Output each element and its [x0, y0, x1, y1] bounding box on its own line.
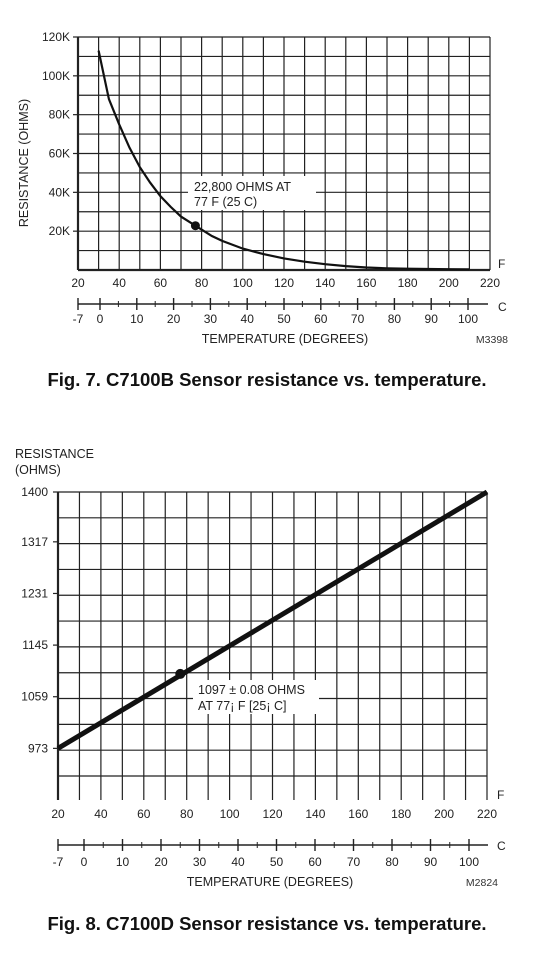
chart-1-marker-point: [190, 221, 200, 231]
y-tick-label: 1145: [22, 638, 48, 652]
chart-1-x-ticks: 20 40 60 80 100 120 140 160 180 200 220: [71, 276, 500, 290]
x-tick-label: 140: [315, 276, 335, 290]
x-tick-label: 60: [137, 807, 151, 821]
y-tick-label: 1059: [21, 690, 48, 704]
x-tick-label: 200: [434, 807, 454, 821]
y-tick-label: 120K: [42, 30, 70, 44]
celsius-tick-label: 40: [231, 855, 245, 869]
x-tick-label: 100: [233, 276, 253, 290]
y-tick-label: 1317: [21, 535, 48, 549]
x-tick-label: 40: [113, 276, 127, 290]
chart-2-annotation-line-1: 1097 ± 0.08 OHMS: [198, 683, 305, 697]
celsius-tick-label: 50: [270, 855, 284, 869]
x-tick-label: 20: [51, 807, 65, 821]
chart-2-x-axis-title: TEMPERATURE (DEGREES): [187, 875, 353, 889]
celsius-tick-label: 30: [204, 312, 218, 326]
celsius-tick-label: 50: [277, 312, 291, 326]
chart-2-grid: [56, 491, 488, 800]
celsius-tick-label: 90: [424, 855, 438, 869]
chart-1-x-axis-title: TEMPERATURE (DEGREES): [202, 332, 368, 346]
chart-2-f-unit-label: F: [497, 788, 504, 802]
chart-2-y-axis-title-line-2: (OHMS): [15, 463, 61, 477]
y-tick-label: 60K: [49, 147, 70, 161]
celsius-tick-label: 0: [97, 312, 104, 326]
y-tick-label: 1400: [21, 485, 48, 499]
celsius-tick-label: 80: [388, 312, 402, 326]
y-tick-label: 40K: [49, 185, 70, 199]
x-tick-label: 200: [439, 276, 459, 290]
chart-2-marker-point: [175, 668, 186, 679]
chart-1-c-axis: -7 0 10 20 30 40 50 60 70 80 90 100: [73, 298, 488, 326]
chart-2-c-unit-label: C: [497, 839, 506, 853]
x-tick-label: 180: [398, 276, 418, 290]
chart-1-grid: [76, 36, 491, 272]
celsius-tick-label: 60: [314, 312, 328, 326]
celsius-tick-label: 70: [347, 855, 361, 869]
chart-1-f-unit-label: F: [498, 257, 505, 271]
celsius-tick-label: -7: [53, 855, 64, 869]
x-tick-label: 120: [274, 276, 294, 290]
chart-1-figure-code: M3398: [476, 334, 508, 346]
chart-1-annotation-line-2: 77 F (25 C): [194, 195, 257, 209]
chart-1-y-ticks: 20K 40K 60K 80K 100K 120K: [42, 30, 78, 238]
x-tick-label: 100: [220, 807, 240, 821]
chart-2-annotation-box: [193, 680, 319, 714]
celsius-tick-label: 20: [154, 855, 168, 869]
celsius-tick-label: -7: [73, 312, 84, 326]
celsius-tick-label: 60: [308, 855, 322, 869]
x-tick-label: 40: [94, 807, 108, 821]
celsius-tick-label: 70: [351, 312, 365, 326]
celsius-tick-label: 40: [241, 312, 255, 326]
x-tick-label: 120: [262, 807, 282, 821]
x-tick-label: 60: [154, 276, 168, 290]
celsius-tick-label: 20: [167, 312, 181, 326]
celsius-tick-label: 10: [130, 312, 144, 326]
chart-2-y-axis-title-line-1: RESISTANCE: [15, 447, 94, 461]
y-tick-label: 1231: [21, 586, 48, 600]
chart-2-series-line: [56, 489, 489, 751]
chart-2-caption: Fig. 8. C7100D Sensor resistance vs. tem…: [47, 913, 487, 934]
chart-1-annotation-line-1: 22,800 OHMS AT: [194, 180, 291, 194]
y-tick-label: 80K: [49, 108, 70, 122]
celsius-tick-label: 30: [193, 855, 207, 869]
chart-1-c-unit-label: C: [498, 300, 507, 314]
chart-2-annotation-line-2: AT 77¡ F [25¡ C]: [198, 699, 286, 713]
celsius-tick-label: 100: [459, 855, 479, 869]
x-tick-label: 220: [480, 276, 500, 290]
celsius-tick-label: 10: [116, 855, 130, 869]
chart-2-c-axis: -7 0 10 20 30 40 50 60 70 80 90 100: [53, 839, 488, 869]
y-tick-label: 100K: [42, 69, 70, 83]
y-tick-label: 973: [28, 741, 48, 755]
celsius-tick-label: 80: [385, 855, 399, 869]
x-tick-label: 160: [348, 807, 368, 821]
chart-2-x-ticks: 20 40 60 80 100 120 140 160 180 200 220: [51, 807, 497, 821]
chart-1-y-axis-title: RESISTANCE (OHMS): [17, 99, 31, 227]
chart-2-figure-code: M2824: [466, 877, 498, 889]
chart-1-annotation-box: [188, 176, 316, 210]
celsius-tick-label: 100: [458, 312, 478, 326]
chart-2-y-ticks: 973 1059 1145 1231 1317 1400: [21, 485, 58, 755]
x-tick-label: 140: [305, 807, 325, 821]
x-tick-label: 20: [71, 276, 85, 290]
x-tick-label: 220: [477, 807, 497, 821]
x-tick-label: 160: [356, 276, 376, 290]
celsius-tick-label: 90: [425, 312, 439, 326]
chart-1-caption: Fig. 7. C7100B Sensor resistance vs. tem…: [47, 369, 487, 390]
x-tick-label: 80: [180, 807, 194, 821]
y-tick-label: 20K: [49, 224, 70, 238]
chart-1-series-line: [97, 50, 470, 271]
x-tick-label: 180: [391, 807, 411, 821]
celsius-tick-label: 0: [81, 855, 88, 869]
x-tick-label: 80: [195, 276, 209, 290]
